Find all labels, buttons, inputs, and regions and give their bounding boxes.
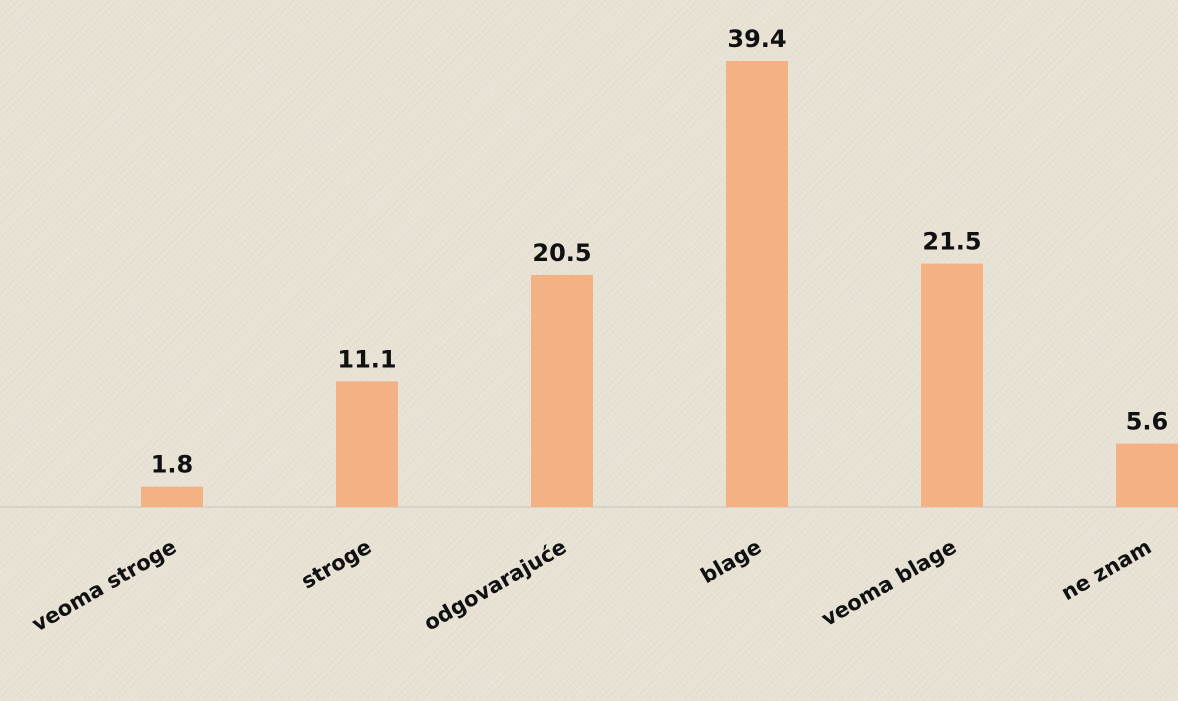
data-label: 11.1 <box>337 345 396 373</box>
category-label: blage <box>697 535 766 589</box>
bar <box>336 381 398 507</box>
category-label: odgovarajuće <box>420 535 571 636</box>
category-label: stroge <box>297 535 375 594</box>
category-label: veoma stroge <box>28 535 181 637</box>
data-label: 21.5 <box>922 228 981 256</box>
data-label: 20.5 <box>532 239 591 267</box>
bar <box>141 486 203 507</box>
data-label: 5.6 <box>1126 408 1169 436</box>
data-labels-group: 1.8 11.1 20.5 39.4 21.5 5.6 <box>151 25 1169 479</box>
category-label: veoma blage <box>817 535 960 631</box>
category-labels-group: veoma stroge stroge odgovarajuće blage veoma… <box>28 535 1156 637</box>
data-label: 39.4 <box>727 25 786 53</box>
category-label: ne znam <box>1057 535 1155 606</box>
bar <box>1116 443 1178 507</box>
bar <box>531 274 593 507</box>
bars-group <box>141 61 1178 507</box>
bar <box>921 263 983 507</box>
data-label: 1.8 <box>151 451 194 479</box>
bar <box>726 61 788 507</box>
